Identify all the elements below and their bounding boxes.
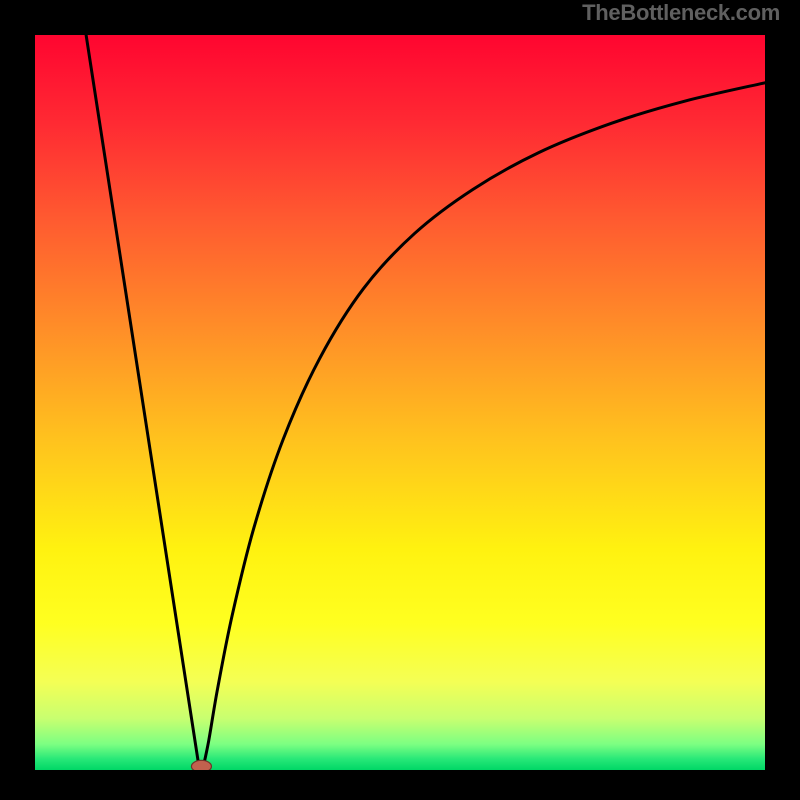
chart-frame: TheBottleneck.com [0,0,800,800]
minimum-marker [191,760,211,770]
watermark-text: TheBottleneck.com [582,0,780,26]
gradient-background [35,35,765,770]
plot-svg [35,35,765,770]
plot-canvas [35,35,765,770]
